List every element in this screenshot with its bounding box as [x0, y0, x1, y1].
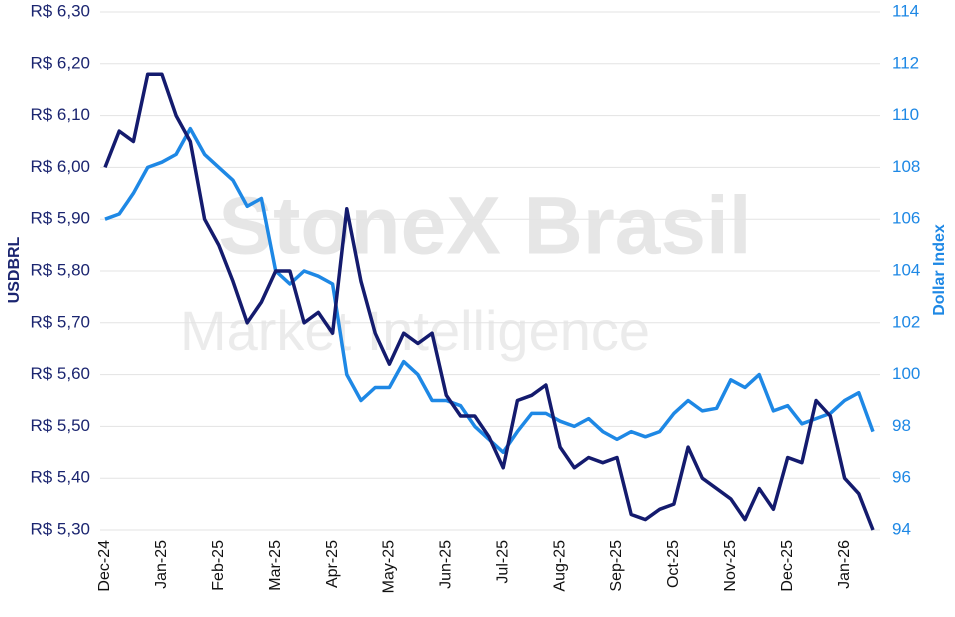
x-tick-label: Nov-25: [722, 540, 739, 592]
y2-tick-label: 106: [892, 209, 920, 228]
series-line: [103, 72, 875, 531]
y2-tick-label: 112: [892, 53, 919, 72]
y-tick-label: R$ 5,30: [30, 519, 90, 538]
x-tick-label: Apr-25: [324, 540, 341, 588]
y-tick-label: R$ 6,20: [30, 53, 90, 72]
x-tick-label: Jul-25: [494, 540, 511, 584]
y2-tick-label: 102: [892, 312, 920, 331]
x-tick-label: Jun-25: [438, 540, 455, 589]
y2-tick-label: 104: [892, 260, 920, 279]
x-tick-label: Jan-25: [153, 540, 170, 589]
y2-axis-label: Dollar Index: [931, 224, 948, 316]
x-tick-label: Oct-25: [665, 540, 682, 588]
y-tick-label: R$ 5,60: [30, 364, 90, 383]
y2-tick-label: 98: [892, 416, 911, 435]
x-tick-label: Sep-25: [608, 540, 625, 592]
y-axis-label: USDBRL: [6, 236, 23, 303]
y-tick-label: R$ 6,30: [30, 1, 90, 20]
x-tick-label: Jan-26: [836, 540, 853, 589]
y2-tick-label: 100: [892, 364, 920, 383]
y-tick-label: R$ 5,40: [30, 468, 90, 487]
y2-tick-label: 110: [892, 105, 919, 124]
watermark-subtitle: Market Intelligence: [180, 299, 650, 362]
y2-tick-label: 94: [892, 519, 911, 538]
x-tick-label: Aug-25: [551, 540, 568, 592]
y-tick-label: R$ 5,50: [30, 416, 90, 435]
watermark: StoneX Brasil: [218, 181, 751, 272]
y2-tick-label: 108: [892, 157, 920, 176]
y-tick-label: R$ 6,10: [30, 105, 90, 124]
x-tick-label: Feb-25: [210, 540, 227, 591]
y-tick-label: R$ 5,90: [30, 209, 90, 228]
y-tick-label: R$ 5,70: [30, 312, 90, 331]
y2-tick-label: 114: [892, 1, 919, 20]
x-tick-label: Dec-24: [96, 540, 113, 592]
y-tick-label: R$ 5,80: [30, 260, 90, 279]
x-tick-label: May-25: [381, 540, 398, 593]
x-tick-label: Dec-25: [779, 540, 796, 592]
y2-tick-label: 96: [892, 468, 911, 487]
y-tick-label: R$ 6,00: [30, 157, 90, 176]
series-line: [104, 126, 875, 455]
x-tick-label: Mar-25: [267, 540, 284, 591]
